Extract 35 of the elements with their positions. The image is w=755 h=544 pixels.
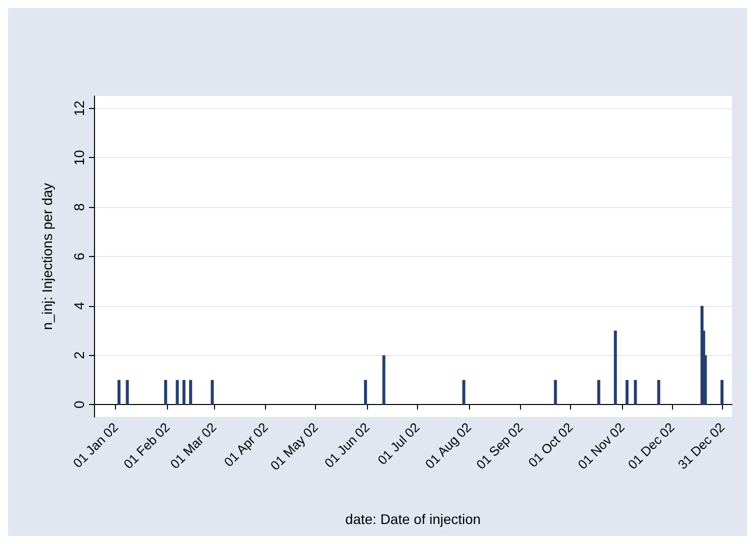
x-tick-label: 01 Oct 02 — [525, 420, 576, 470]
x-axis-title: date: Date of injection — [345, 511, 481, 527]
x-tick-label: 01 Jul 02 — [374, 420, 422, 468]
x-tick-label: 01 Sep 02 — [473, 420, 526, 472]
y-axis-title: n_inj: Injections per day — [39, 182, 55, 330]
bar — [117, 380, 120, 405]
bar — [614, 330, 617, 405]
bar — [126, 380, 129, 405]
x-tick-label: 01 Jun 02 — [322, 420, 372, 471]
bar — [210, 380, 214, 405]
y-tick-label: 12 — [71, 100, 87, 116]
x-tick-label: 01 Dec 02 — [624, 420, 678, 472]
y-tick-label: 6 — [71, 252, 87, 260]
y-tick-label: 8 — [71, 203, 87, 212]
y-tick-label: 10 — [71, 150, 87, 166]
x-tick-label: 01 Aug 02 — [422, 420, 474, 472]
bar — [164, 380, 168, 405]
bar — [634, 380, 637, 405]
bar — [189, 380, 192, 405]
bar — [364, 380, 368, 405]
x-tick-label: 01 Jan 02 — [70, 420, 121, 471]
bar — [462, 380, 466, 405]
x-tick-label: 31 Dec 02 — [674, 420, 728, 472]
y-tick-label: 4 — [71, 302, 87, 310]
bar — [176, 380, 179, 405]
bar — [382, 355, 386, 405]
bar — [554, 380, 557, 405]
bar — [720, 380, 724, 405]
y-tick-label: 0 — [71, 400, 87, 409]
bar — [626, 380, 629, 405]
bar — [657, 380, 660, 405]
y-tick-label: 2 — [71, 351, 87, 360]
x-tick-label: 01 Nov 02 — [574, 420, 628, 472]
bar — [182, 380, 186, 405]
bar — [597, 380, 600, 405]
